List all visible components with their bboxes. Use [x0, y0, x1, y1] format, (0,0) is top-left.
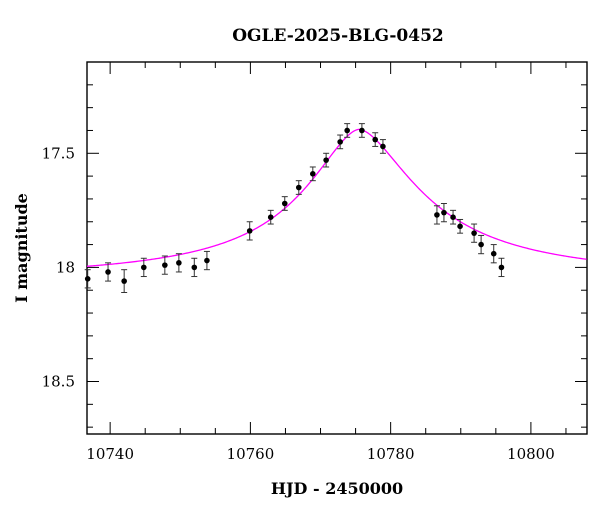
data-point	[281, 200, 288, 207]
model-curve	[86, 128, 587, 267]
data-point	[310, 171, 316, 177]
data-point	[204, 257, 210, 264]
data-point	[450, 214, 456, 220]
data-point	[105, 269, 111, 275]
x-tick-label: 10760	[227, 445, 275, 463]
data-point	[434, 212, 440, 218]
x-tick-label: 10740	[86, 445, 134, 463]
y-tick-labels: 17.5 18 18.5	[42, 144, 75, 390]
x-tick-label: 10780	[367, 445, 415, 463]
y-tick-label: 18.5	[42, 373, 75, 391]
data-point	[246, 228, 253, 234]
plot-frame	[86, 61, 588, 435]
data-point	[498, 264, 505, 271]
data-point	[372, 136, 379, 143]
axis-ticks	[87, 62, 587, 434]
data-point	[267, 214, 274, 220]
chart-title: OGLE-2025-BLG-0452	[232, 26, 444, 46]
data-point	[141, 264, 147, 271]
data-point	[176, 260, 182, 266]
data-point	[490, 250, 497, 257]
data-point	[471, 230, 477, 236]
data-point	[121, 278, 127, 284]
y-axis-label: I magnitude	[12, 193, 31, 303]
data-point	[457, 223, 463, 230]
data-point	[380, 143, 386, 150]
y-tick-label: 18	[56, 258, 75, 276]
data-point	[359, 127, 365, 134]
data-point	[337, 139, 343, 145]
x-axis-label: HJD - 2450000	[271, 479, 403, 498]
x-tick-label: 10800	[507, 445, 555, 463]
data-point	[162, 262, 168, 268]
y-tick-label: 17.5	[42, 144, 75, 162]
data-point	[323, 157, 329, 163]
data-point	[441, 209, 447, 216]
data-point	[478, 241, 484, 248]
data-points	[84, 123, 505, 294]
data-point	[295, 184, 302, 191]
data-point	[191, 264, 198, 271]
x-tick-labels: 10740 10760 10780 10800	[86, 445, 554, 463]
data-point	[344, 127, 350, 134]
data-point	[84, 276, 91, 282]
